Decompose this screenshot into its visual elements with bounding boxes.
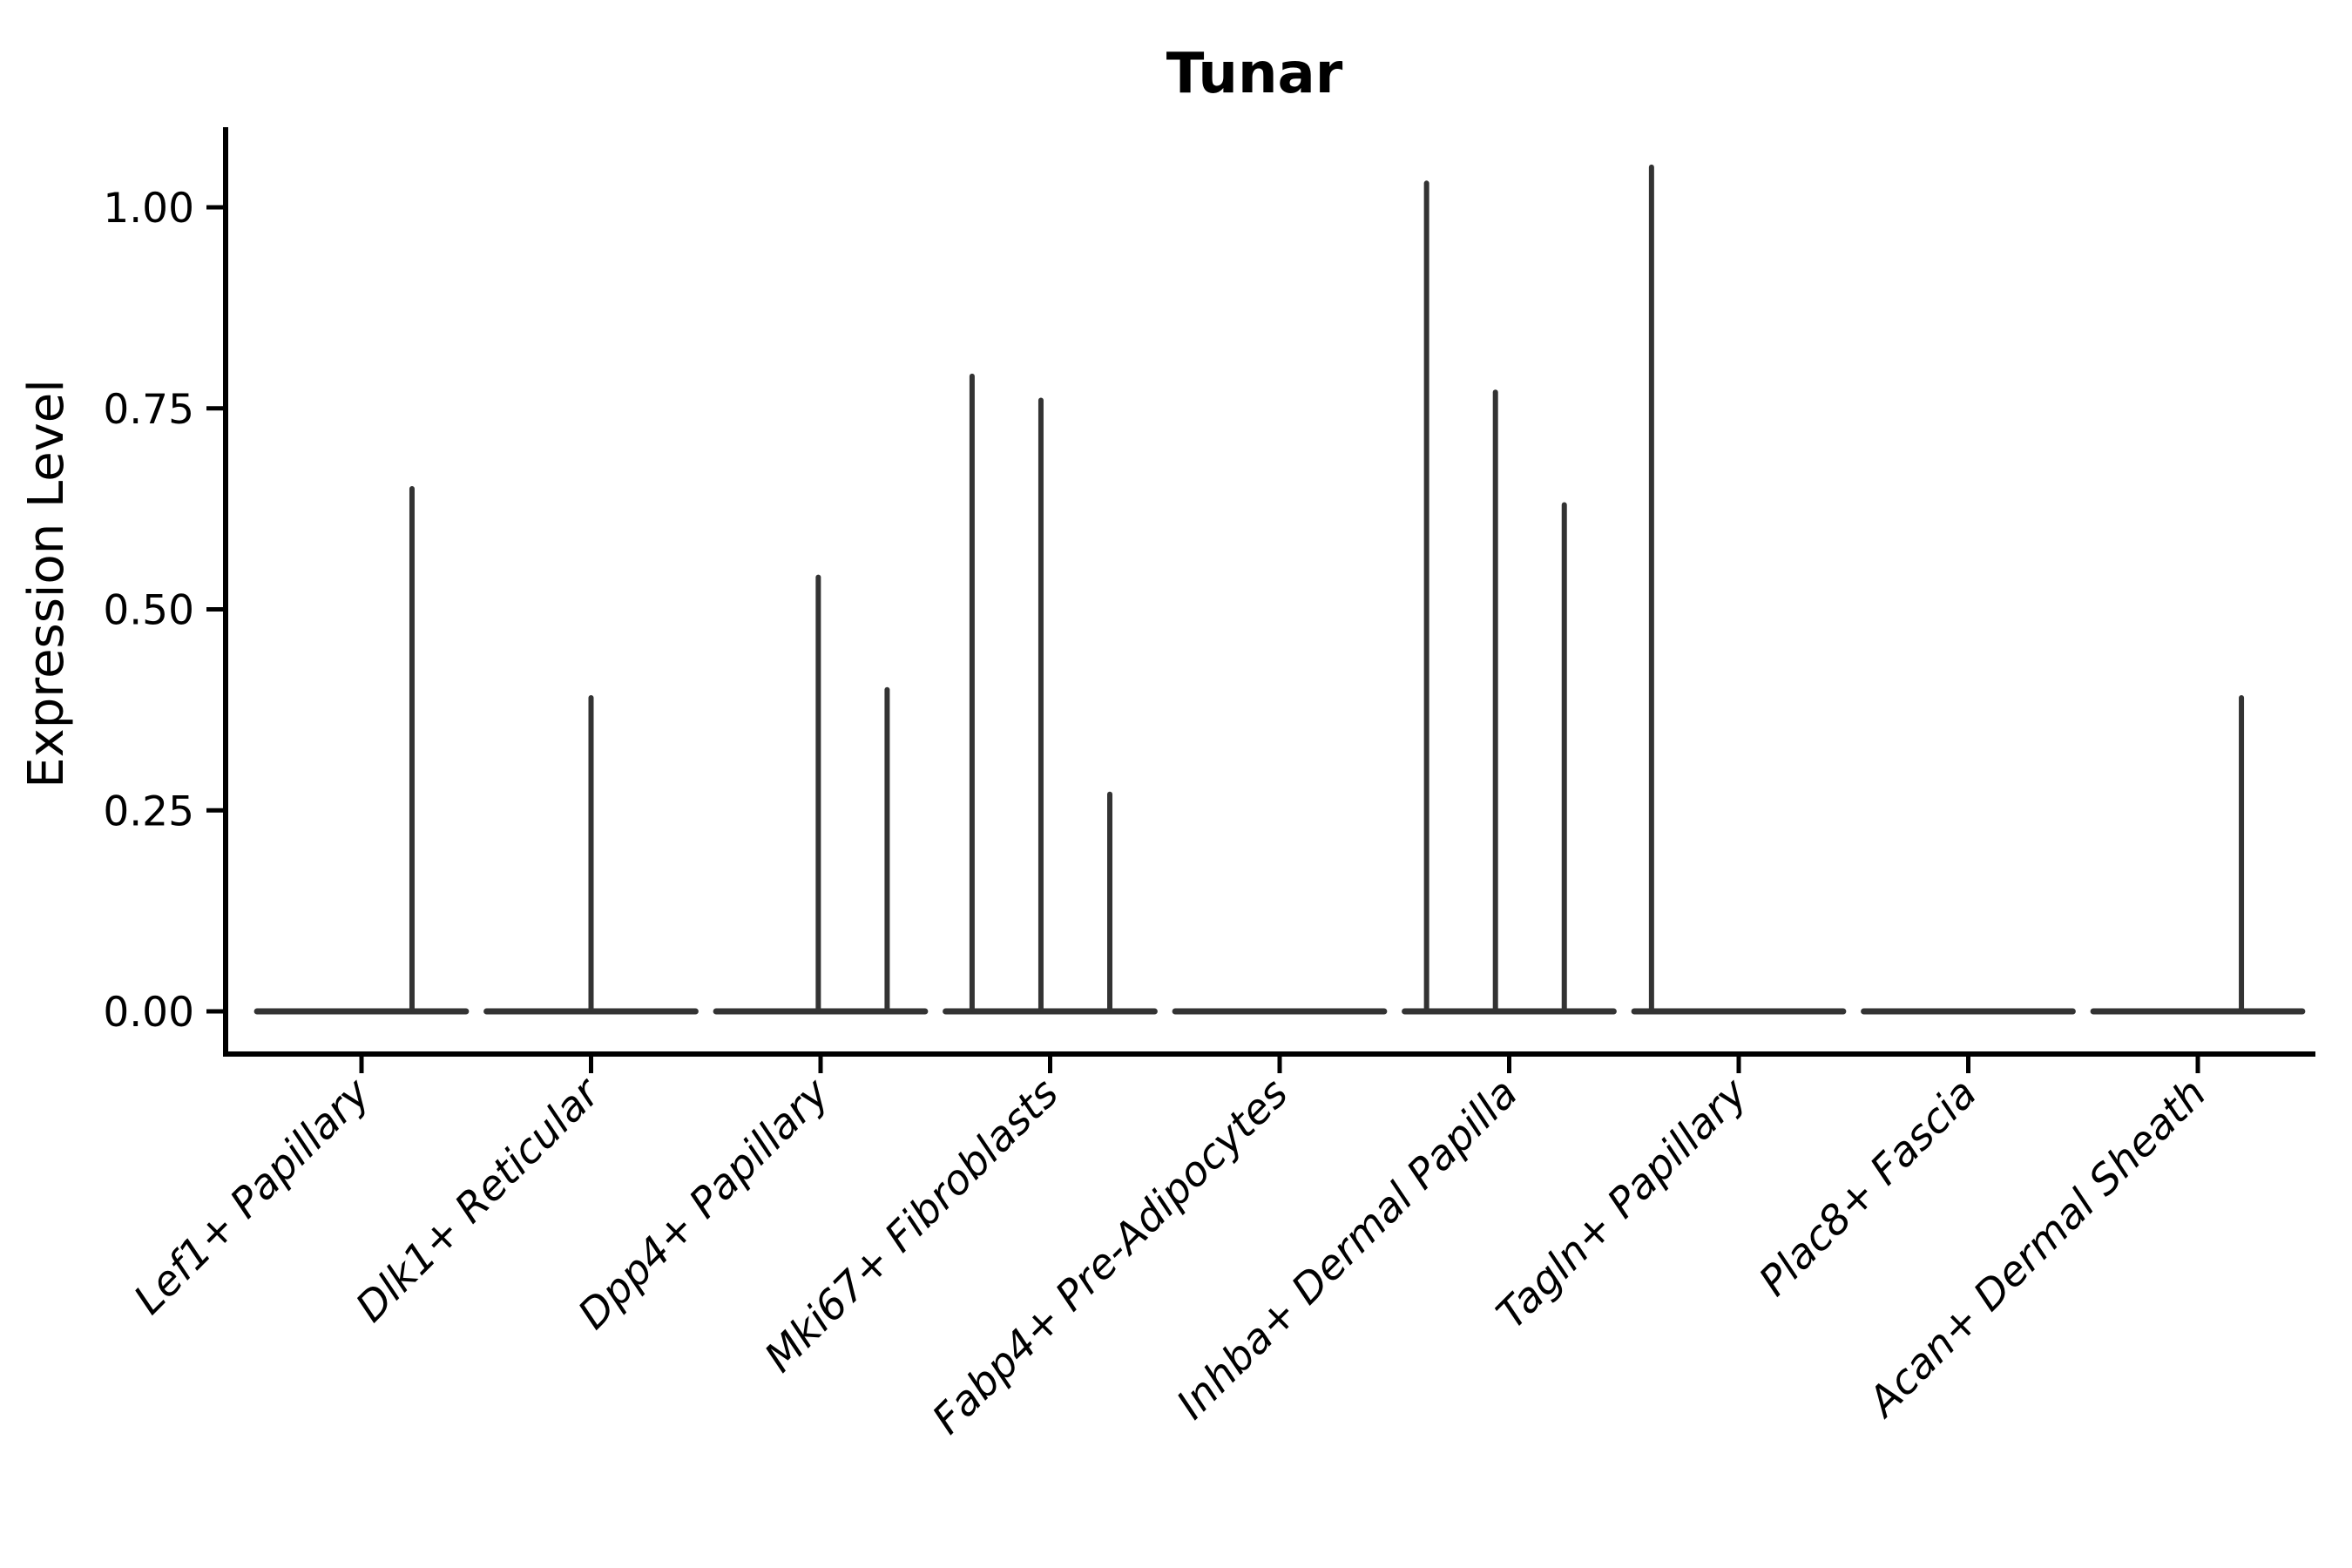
x-tick-label: Tagln+ Papillary [1488,1069,1758,1339]
y-tick-label: 1.00 [103,185,194,233]
y-axis-title: Expression Level [18,379,75,788]
plot-area: 0.00 0.25 0.50 0.75 1.00 Lef1+ PapillaryDlk1+… [103,127,2315,1443]
y-tick-label: 0.25 [103,787,194,835]
x-tick-label: Dlk1+ Reticular [347,1068,611,1332]
y-tick-label: 0.00 [103,989,194,1037]
x-tick-label: Dpp4+ Papillary [569,1069,839,1339]
y-tick-label: 0.50 [103,587,194,635]
y-tick-label: 0.75 [103,386,194,434]
chart-title: Tunar [1166,42,1343,106]
x-tick-label: Plac8+ Fascia [1750,1070,1986,1306]
x-tick-label: Lef1+ Papillary [125,1069,380,1324]
